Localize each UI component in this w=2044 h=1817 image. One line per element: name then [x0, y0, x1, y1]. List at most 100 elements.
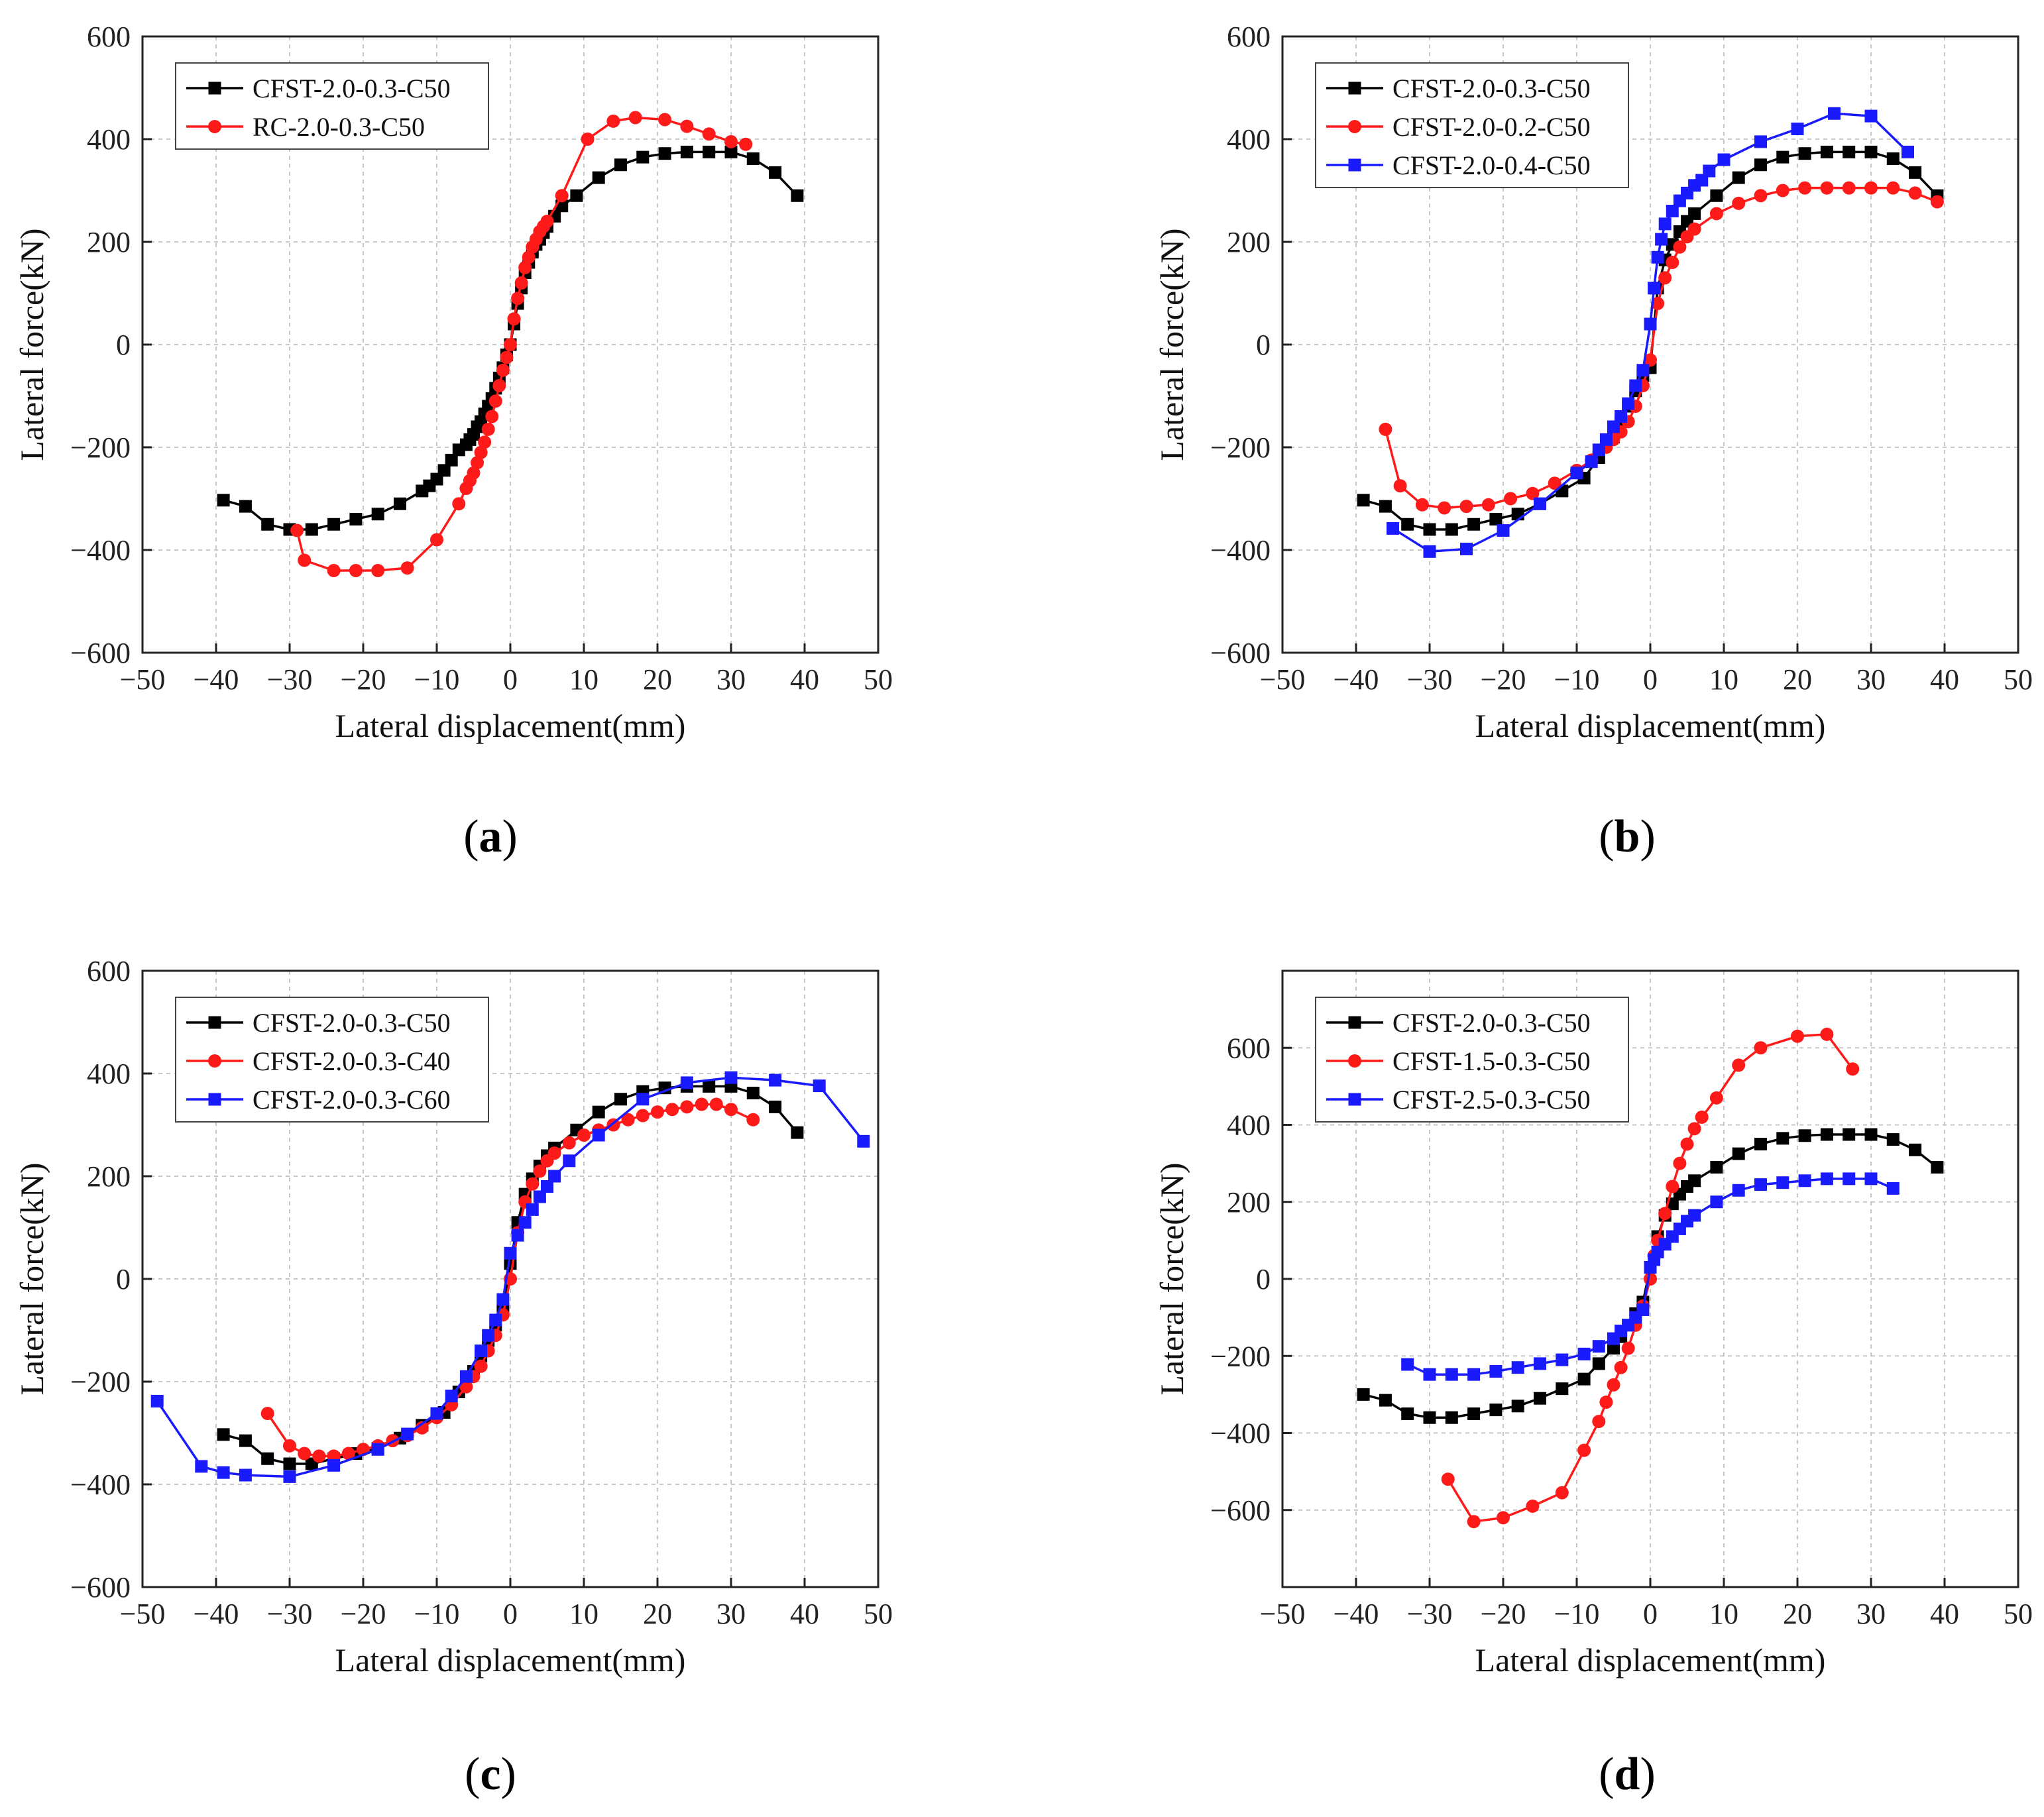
data-point: [1655, 233, 1668, 246]
data-point: [283, 1439, 296, 1453]
data-point: [298, 1447, 312, 1460]
data-point: [526, 1177, 539, 1191]
legend-label: CFST-2.0-0.3-C60: [253, 1085, 451, 1115]
data-point: [1709, 207, 1723, 221]
series-line: [156, 1076, 865, 1478]
x-tick-label: 20: [643, 1598, 672, 1630]
data-point: [349, 513, 363, 525]
x-tick-label: 40: [790, 1598, 819, 1630]
data-point: [1732, 171, 1745, 184]
data-point: [651, 1105, 664, 1119]
data-point: [1556, 1382, 1569, 1396]
data-point: [518, 1216, 532, 1229]
legend-label: CFST-2.0-0.3-C40: [253, 1046, 451, 1076]
data-point: [1441, 1472, 1455, 1486]
x-tick-label: 30: [1856, 663, 1886, 696]
x-axis-label: Lateral displacement(mm): [1475, 1641, 1826, 1679]
y-tick-label: 0: [116, 1263, 131, 1295]
legend-marker: [208, 120, 221, 133]
legend-marker: [208, 82, 221, 95]
data-point: [1423, 1411, 1436, 1424]
data-point: [791, 1126, 804, 1139]
x-tick-label: −30: [267, 1598, 313, 1630]
data-point: [1415, 498, 1429, 512]
panel-d-caption: (d): [1599, 1749, 1656, 1800]
data-point: [1534, 1392, 1546, 1405]
data-point: [857, 1134, 870, 1148]
data-point: [217, 494, 230, 507]
data-point: [548, 1170, 561, 1183]
data-point: [492, 379, 506, 392]
data-point: [1445, 1411, 1458, 1424]
data-point: [1864, 109, 1878, 123]
x-axis-label: Lateral displacement(mm): [335, 707, 686, 744]
x-tick-label: 30: [716, 1598, 746, 1630]
data-point: [341, 1447, 355, 1460]
data-point: [430, 1407, 443, 1420]
data-point: [475, 1345, 488, 1357]
data-point: [680, 1076, 693, 1089]
data-point: [1710, 1160, 1723, 1174]
data-point: [1648, 282, 1661, 295]
data-point: [1776, 184, 1789, 197]
data-point: [496, 363, 510, 377]
x-tick-label: −10: [414, 1598, 460, 1630]
data-point: [1754, 1178, 1767, 1191]
legend-label: CFST-2.0-0.3-C50: [1392, 1008, 1591, 1038]
data-point: [562, 1136, 576, 1150]
y-tick-label: 200: [87, 226, 131, 258]
x-tick-label: −30: [1407, 1598, 1453, 1630]
data-point: [1423, 1368, 1436, 1381]
legend-marker: [208, 1016, 221, 1029]
x-tick-label: −50: [120, 663, 166, 696]
data-point: [522, 250, 536, 264]
data-point: [1489, 1365, 1503, 1378]
data-point: [1489, 1404, 1503, 1417]
x-tick-label: 0: [503, 663, 518, 696]
data-point: [1556, 1353, 1569, 1366]
data-point: [1673, 240, 1687, 254]
data-point: [459, 1370, 473, 1383]
data-point: [1445, 523, 1458, 536]
data-point: [1791, 1029, 1804, 1043]
y-tick-label: 200: [1227, 1186, 1271, 1219]
legend-marker: [1348, 82, 1361, 95]
data-point: [1886, 1133, 1900, 1146]
data-point: [1776, 1176, 1789, 1189]
data-point: [1703, 164, 1716, 178]
data-point: [1379, 500, 1392, 513]
data-point: [1497, 1511, 1510, 1525]
x-tick-label: −10: [1554, 1598, 1600, 1630]
y-tick-label: 400: [87, 123, 131, 156]
data-point: [1607, 420, 1620, 433]
data-point: [371, 1443, 384, 1456]
y-tick-label: −200: [1210, 1340, 1271, 1372]
data-point: [746, 1113, 760, 1127]
data-point: [709, 1097, 723, 1111]
data-point: [1909, 166, 1922, 179]
data-point: [488, 394, 502, 408]
data-point: [1828, 107, 1841, 120]
data-point: [547, 1146, 561, 1160]
x-tick-label: −40: [1334, 663, 1379, 696]
x-tick-label: 20: [1783, 1598, 1812, 1630]
x-tick-label: −20: [1481, 1598, 1526, 1630]
data-point: [592, 1129, 605, 1142]
data-point: [1846, 1062, 1860, 1076]
legend-marker: [208, 1093, 221, 1106]
legend-marker: [1348, 120, 1361, 133]
data-point: [1504, 492, 1518, 506]
data-point: [1438, 501, 1451, 515]
data-point: [614, 1093, 627, 1106]
legend-label: CFST-2.0-0.2-C50: [1392, 112, 1591, 142]
legend-label: CFST-2.0-0.3-C50: [1392, 74, 1591, 103]
y-tick-label: 600: [1227, 1032, 1271, 1064]
data-point: [1467, 518, 1481, 531]
data-point: [746, 152, 760, 165]
data-point: [1864, 1172, 1878, 1185]
data-point: [290, 523, 304, 537]
x-tick-label: −10: [1554, 663, 1600, 696]
x-tick-label: −20: [341, 1598, 386, 1630]
data-point: [665, 1103, 679, 1117]
data-point: [511, 292, 525, 305]
